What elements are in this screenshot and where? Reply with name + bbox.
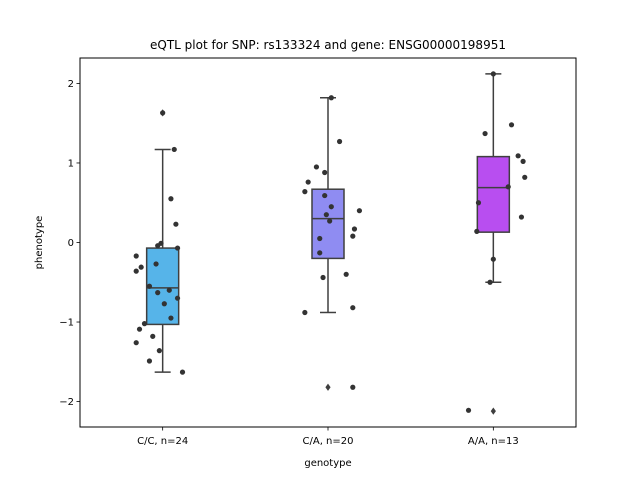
data-point [322,192,328,199]
data-point [179,369,186,375]
data-point [328,95,334,101]
data-point [320,274,326,281]
iqr-box [476,155,511,233]
data-point [156,348,162,354]
data-point [490,256,496,262]
y-tick-label: 1 [68,158,74,169]
data-point [328,204,334,210]
data-point [302,189,308,195]
data-point [133,253,139,259]
data-point [174,245,181,251]
data-point [153,261,159,267]
data-point [520,158,526,164]
data-point [138,264,144,270]
x-tick-label: C/A, n=20 [303,436,354,447]
y-axis: −2 −1 0 1 2 [59,79,80,408]
data-point [327,218,333,224]
outlier-marker [490,407,496,415]
data-point [133,340,139,346]
data-point [136,326,143,332]
data-point [150,333,156,339]
x-axis-label: genotype [304,458,351,469]
data-point [168,315,174,321]
data-point [141,321,148,327]
data-point [522,174,528,180]
data-point [173,221,179,227]
data-point [302,309,308,316]
data-point [475,200,482,206]
y-tick-label: 0 [68,238,74,249]
data-point [356,208,363,214]
data-point [490,71,496,77]
data-point [515,153,521,159]
y-axis-label: phenotype [34,216,45,270]
data-point [350,305,356,311]
data-point [336,138,343,145]
data-point [323,212,329,218]
iqr-box [145,247,180,326]
data-point [133,268,139,274]
data-point [505,184,511,190]
chart-title: eQTL plot for SNP: rs133324 and gene: EN… [150,38,506,52]
data-point [166,287,172,293]
data-point [155,243,161,249]
data-point [487,279,493,285]
iqr-box [311,188,345,260]
data-point [482,130,488,137]
plot-content [133,71,528,415]
y-tick-label: 2 [68,79,74,90]
data-point [465,407,472,413]
x-tick-label: A/A, n=13 [468,436,519,447]
box-group [311,97,345,391]
data-point [317,250,323,256]
data-point [317,235,323,242]
y-tick-label: −1 [59,318,74,329]
data-point [518,214,525,220]
data-point [343,271,349,277]
data-point [351,226,358,232]
data-point [171,146,177,153]
data-point [313,164,320,170]
box-group [476,73,511,415]
data-point [350,384,356,390]
data-point [322,169,328,176]
data-point [508,122,515,128]
data-point [161,301,167,307]
data-point [155,290,161,296]
y-tick-label: −2 [59,397,74,408]
data-point [474,228,480,234]
data-point [168,196,174,202]
x-axis: C/C, n=24 C/A, n=20 A/A, n=13 [137,427,519,447]
data-point [146,283,153,289]
data-point [174,295,181,301]
data-point [160,110,166,116]
data-point [350,233,356,239]
data-point [146,358,153,364]
outlier-marker [325,383,331,391]
data-point [305,179,311,185]
x-tick-label: C/C, n=24 [137,436,188,447]
